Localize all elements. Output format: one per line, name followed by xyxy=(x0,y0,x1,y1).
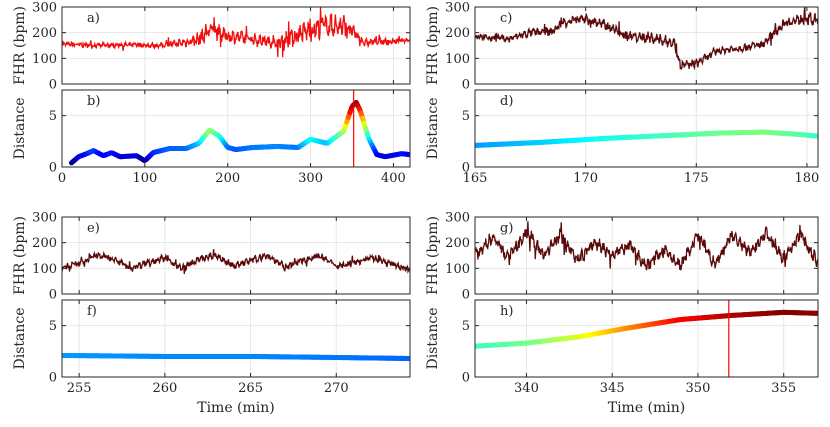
x-tick-label: 400 xyxy=(381,171,406,186)
y-tick-label: 5 xyxy=(462,319,470,334)
x-axis-label: Time (min) xyxy=(197,400,275,416)
fhr-series-c xyxy=(475,7,818,71)
y-axis-label: Distance xyxy=(425,97,441,159)
fhr-series-a xyxy=(62,7,410,58)
y-tick-label: 100 xyxy=(445,262,470,277)
axes-frame xyxy=(474,89,819,168)
series-group xyxy=(475,129,818,148)
plot-area xyxy=(475,217,818,294)
y-tick-label: 300 xyxy=(32,211,57,226)
x-axis-label: Time (min) xyxy=(608,400,686,416)
panel-label: a) xyxy=(87,11,100,26)
axes-frame xyxy=(61,216,411,295)
plot-area xyxy=(475,7,818,84)
y-tick-label: 100 xyxy=(32,262,57,277)
panel-a: 0 100 200 300 FHR (bpm) a) xyxy=(12,1,411,93)
y-tick-label: 0 xyxy=(49,288,57,303)
y-tick-label: 0 xyxy=(49,78,57,93)
panel-label: e) xyxy=(87,221,100,236)
series-group xyxy=(475,7,818,71)
y-tick-label: 300 xyxy=(445,211,470,226)
series-group xyxy=(62,249,410,275)
panel-b: 0 100 200 300 400 0 5 Distance b) xyxy=(12,89,411,186)
x-tick-label: 0 xyxy=(58,171,66,186)
y-tick-label: 100 xyxy=(32,52,57,67)
y-tick-label: 300 xyxy=(32,1,57,16)
panel-c: 0 100 200 300 FHR (bpm) c) xyxy=(425,1,819,93)
axes-frame xyxy=(474,216,819,295)
fhr-series-g xyxy=(475,221,818,271)
panel-h: 340 345 350 355 0 5 Distance Time (min) h) xyxy=(425,299,819,416)
x-tick-label: 165 xyxy=(463,171,488,186)
series-group xyxy=(62,352,410,362)
y-tick-label: 100 xyxy=(445,52,470,67)
y-tick-label: 0 xyxy=(462,161,470,176)
y-tick-label: 0 xyxy=(462,371,470,386)
panel-label: h) xyxy=(500,304,513,319)
y-axis-label: FHR (bpm) xyxy=(425,216,441,295)
x-tick-label: 345 xyxy=(600,381,625,396)
panel-f: 255 260 265 270 0 5 Distance Time (min) f) xyxy=(12,299,411,416)
y-tick-label: 5 xyxy=(462,109,470,124)
axes-frame xyxy=(474,6,819,85)
y-tick-label: 200 xyxy=(445,236,470,251)
x-tick-label: 350 xyxy=(686,381,711,396)
x-tick-label: 170 xyxy=(573,171,598,186)
series-group xyxy=(62,7,410,58)
axes-frame xyxy=(61,89,411,168)
y-axis-label: Distance xyxy=(425,307,441,369)
panel-label: f) xyxy=(87,304,97,319)
x-tick-label: 265 xyxy=(238,381,263,396)
panel-d: 165 170 175 180 0 5 Distance d) xyxy=(425,89,820,186)
fhr-series-e xyxy=(62,249,410,275)
panel-label: b) xyxy=(87,94,100,109)
panel-g: 0 100 200 300 FHR (bpm) g) xyxy=(425,211,819,303)
y-tick-label: 5 xyxy=(49,109,57,124)
plot-area xyxy=(475,90,818,167)
y-axis-label: FHR (bpm) xyxy=(12,216,28,295)
x-tick-label: 340 xyxy=(514,381,539,396)
plot-area xyxy=(62,217,410,294)
axes-frame xyxy=(474,299,819,378)
plot-area xyxy=(62,7,410,84)
y-tick-label: 5 xyxy=(49,319,57,334)
y-tick-label: 200 xyxy=(32,236,57,251)
x-tick-label: 200 xyxy=(215,171,240,186)
panel-e: 0 100 200 300 FHR (bpm) e) xyxy=(12,211,411,303)
series-group xyxy=(475,309,818,349)
y-axis-label: FHR (bpm) xyxy=(12,6,28,85)
panel-label: c) xyxy=(500,11,512,26)
y-axis-label: Distance xyxy=(12,97,28,159)
panel-label: d) xyxy=(500,94,513,109)
y-axis-label: Distance xyxy=(12,307,28,369)
x-tick-label: 260 xyxy=(152,381,177,396)
x-tick-label: 300 xyxy=(298,171,323,186)
axes-frame xyxy=(61,299,411,378)
y-tick-label: 300 xyxy=(445,1,470,16)
plot-area xyxy=(62,300,410,377)
y-tick-label: 200 xyxy=(32,26,57,41)
y-tick-label: 0 xyxy=(462,78,470,93)
panel-label: g) xyxy=(500,221,513,236)
y-tick-label: 0 xyxy=(462,288,470,303)
y-axis-label: FHR (bpm) xyxy=(425,6,441,85)
y-tick-label: 0 xyxy=(49,161,57,176)
x-tick-label: 270 xyxy=(324,381,349,396)
x-tick-label: 180 xyxy=(795,171,820,186)
y-tick-label: 200 xyxy=(445,26,470,41)
x-tick-label: 255 xyxy=(67,381,92,396)
x-tick-label: 100 xyxy=(132,171,157,186)
x-tick-label: 175 xyxy=(684,171,709,186)
series-group xyxy=(475,221,818,271)
x-tick-label: 355 xyxy=(771,381,796,396)
y-tick-label: 0 xyxy=(49,371,57,386)
axes-frame xyxy=(61,6,411,85)
